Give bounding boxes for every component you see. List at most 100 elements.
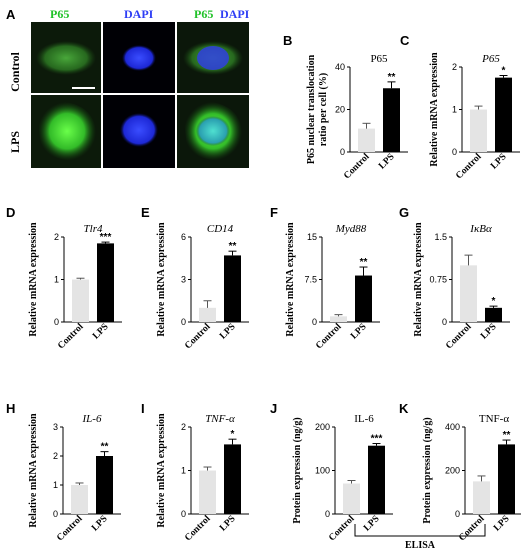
row-label-lps: LPS xyxy=(8,131,22,153)
row-label-control: Control xyxy=(8,51,22,91)
category-label: LPS xyxy=(218,514,237,533)
bar-control xyxy=(343,483,360,514)
chart-j: J 0 100 200 IL-6 Protein expression (ng/g) Con… xyxy=(270,401,393,543)
bar-lps xyxy=(224,255,241,322)
y-axis-label: Protein expression (ng/g) xyxy=(422,417,433,523)
significance-marker: ** xyxy=(229,241,237,252)
chart-title: Tlr4 xyxy=(84,223,103,235)
bar-control xyxy=(199,470,216,514)
category-label: LPS xyxy=(218,322,237,341)
chart-i: I 0 1 2 TNF-α Relative mRNA expression Control… xyxy=(141,401,249,543)
chart-title: IL-6 xyxy=(354,413,374,425)
category-label: Control xyxy=(454,152,484,182)
y-tick-label: 200 xyxy=(445,466,460,476)
bar-control xyxy=(72,279,89,322)
column-label-dapi: DAPI xyxy=(124,7,154,21)
y-tick-label: 7.5 xyxy=(304,275,317,285)
y-tick-label: 0 xyxy=(53,509,58,519)
panel-label-b: B xyxy=(283,33,292,48)
category-label: Control xyxy=(183,514,213,544)
bar-control xyxy=(473,481,490,514)
y-axis-label: Relative mRNA expression xyxy=(285,222,296,337)
category-label: LPS xyxy=(362,514,381,533)
y-tick-label: 15 xyxy=(307,232,317,242)
nucleus xyxy=(197,46,229,70)
bar-control xyxy=(330,316,347,322)
y-tick-label: 20 xyxy=(335,105,345,115)
category-label: LPS xyxy=(91,322,110,341)
chart-title: TNF-α xyxy=(205,413,235,425)
chart-b: B 0 20 40 P65 P65 nuclear translocationratio … xyxy=(283,33,408,181)
y-tick-label: 0 xyxy=(181,509,186,519)
y-tick-label: 0 xyxy=(452,147,457,157)
column-label-merge: P65 DAPI xyxy=(194,7,250,21)
panel-label-g: G xyxy=(399,205,409,220)
y-axis-label-line: ratio per cell (%) xyxy=(318,73,329,146)
nucleus xyxy=(120,113,158,147)
y-tick-label: 2 xyxy=(452,62,457,72)
y-tick-label: 2 xyxy=(53,451,58,461)
panel-label-i: I xyxy=(141,401,145,416)
category-label: LPS xyxy=(349,322,368,341)
bar-lps xyxy=(498,444,515,514)
panel-label-a: A xyxy=(6,7,16,22)
y-axis-label: Relative mRNA expression xyxy=(429,52,440,167)
cell-body xyxy=(36,41,96,75)
y-tick-label: 6 xyxy=(181,232,186,242)
y-tick-label: 40 xyxy=(335,62,345,72)
y-tick-label: 1 xyxy=(181,466,186,476)
y-tick-label: 2 xyxy=(181,422,186,432)
chart-d: D 0 1 2 Tlr4 Relative mRNA expression Control L… xyxy=(6,205,122,351)
category-label: Control xyxy=(342,152,372,182)
y-tick-label: 1 xyxy=(54,275,59,285)
bar-control xyxy=(460,265,477,322)
elisa-bracket: ELISA xyxy=(354,524,486,550)
bar-lps xyxy=(485,307,502,322)
category-label: Control xyxy=(55,514,85,544)
chart-title: CD14 xyxy=(207,223,234,235)
bar-lps xyxy=(355,275,372,322)
y-tick-label: 1 xyxy=(452,105,457,115)
y-tick-label: 1.5 xyxy=(434,232,447,242)
y-tick-label: 1 xyxy=(53,480,58,490)
y-tick-label: 0 xyxy=(442,317,447,327)
category-label: Control xyxy=(183,322,213,352)
column-label-merge-dapi: DAPI xyxy=(220,7,250,21)
y-axis-label: Relative mRNA expression xyxy=(413,222,424,337)
panel-label-h: H xyxy=(6,401,15,416)
panel-label-f: F xyxy=(270,205,278,220)
category-label: LPS xyxy=(377,152,396,171)
chart-title: P65 xyxy=(481,53,500,65)
category-label: LPS xyxy=(479,322,498,341)
y-tick-label: 200 xyxy=(315,422,330,432)
y-tick-label: 0 xyxy=(325,509,330,519)
bracket-line xyxy=(354,524,486,537)
y-tick-label: 0 xyxy=(312,317,317,327)
chart-k: K 0 200 400 TNF-α Protein expression (ng/g) Co… xyxy=(399,401,521,543)
category-label: Control xyxy=(444,322,474,352)
chart-title: Myd88 xyxy=(335,223,367,235)
chart-title: IκBα xyxy=(469,223,492,235)
category-label: Control xyxy=(56,322,86,352)
category-label: LPS xyxy=(90,514,109,533)
panel-label-c: C xyxy=(400,33,410,48)
y-tick-label: 3 xyxy=(53,422,58,432)
y-tick-label: 0 xyxy=(455,509,460,519)
significance-marker: *** xyxy=(100,232,112,243)
category-label: LPS xyxy=(489,152,508,171)
micrograph-panel: A P65 DAPI P65 DAPI Control LPS xyxy=(6,7,250,168)
significance-marker: ** xyxy=(360,257,368,268)
y-tick-label: 0 xyxy=(54,317,59,327)
panel-label-j: J xyxy=(270,401,277,416)
chart-c: C 0 1 2 P65 Relative mRNA expression Control LP… xyxy=(400,33,520,181)
chart-title: TNF-α xyxy=(479,413,509,425)
chart-title: P65 xyxy=(370,53,388,65)
elisa-label: ELISA xyxy=(405,540,436,550)
bar-control xyxy=(358,128,375,152)
significance-marker: *** xyxy=(371,434,383,445)
y-axis-label: Relative mRNA expression xyxy=(28,222,39,337)
category-label: Control xyxy=(457,514,487,544)
significance-marker: ** xyxy=(503,430,511,441)
y-axis-label: Relative mRNA expression xyxy=(156,413,167,528)
